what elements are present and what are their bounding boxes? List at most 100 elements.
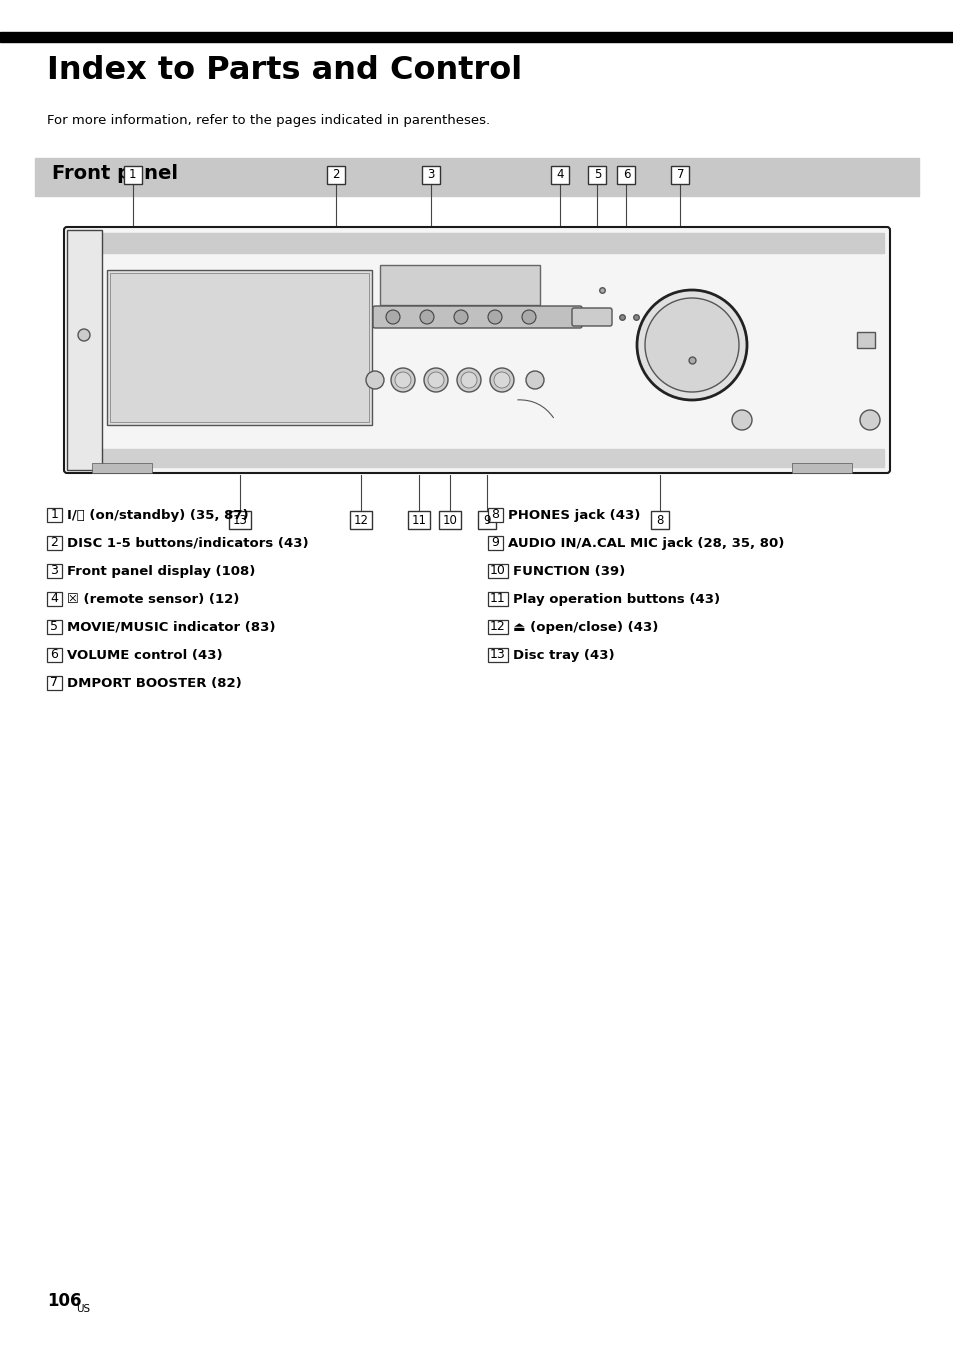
Bar <box>350 511 372 529</box>
Text: 12: 12 <box>490 621 505 634</box>
Circle shape <box>644 297 739 392</box>
Text: 7: 7 <box>51 676 58 690</box>
Text: 2: 2 <box>332 169 339 181</box>
Polygon shape <box>67 230 102 470</box>
Bar <box>408 511 430 529</box>
Text: 3: 3 <box>427 169 435 181</box>
Circle shape <box>859 410 879 430</box>
Circle shape <box>366 370 384 389</box>
Text: For more information, refer to the pages indicated in parentheses.: For more information, refer to the pages… <box>47 114 490 127</box>
Circle shape <box>460 372 476 388</box>
Bar <box>0 32 953 42</box>
Bar <box>91 462 152 473</box>
Text: FUNCTION (39): FUNCTION (39) <box>513 565 624 577</box>
Text: 10: 10 <box>490 565 505 577</box>
Bar <box>124 166 141 184</box>
Text: ☒ (remote sensor) (12): ☒ (remote sensor) (12) <box>67 592 239 606</box>
FancyBboxPatch shape <box>64 227 889 473</box>
Bar <box>110 273 369 422</box>
Bar <box>230 511 252 529</box>
Circle shape <box>525 370 543 389</box>
Circle shape <box>386 310 399 324</box>
Circle shape <box>521 310 536 324</box>
Bar <box>791 462 851 473</box>
Bar <box>47 508 62 522</box>
Bar <box>47 676 62 690</box>
Bar <box>488 508 502 522</box>
Circle shape <box>78 329 90 341</box>
Bar <box>488 535 502 550</box>
Text: 11: 11 <box>490 592 505 606</box>
Text: 3: 3 <box>51 565 58 577</box>
Bar <box>327 166 345 184</box>
Text: 9: 9 <box>483 514 490 526</box>
Circle shape <box>637 289 746 400</box>
Bar <box>488 648 507 662</box>
Text: 106: 106 <box>47 1293 81 1310</box>
Text: DISC 1-5 buttons/indicators (43): DISC 1-5 buttons/indicators (43) <box>67 537 309 549</box>
Circle shape <box>428 372 443 388</box>
Text: Front panel display (108): Front panel display (108) <box>67 565 255 577</box>
Text: 4: 4 <box>51 592 58 606</box>
Bar <box>379 265 539 306</box>
Text: Index to Parts and Control: Index to Parts and Control <box>47 55 521 87</box>
Text: 1: 1 <box>51 508 58 522</box>
Text: Front panel: Front panel <box>52 164 178 183</box>
Text: PHONES jack (43): PHONES jack (43) <box>507 508 639 522</box>
Circle shape <box>423 368 448 392</box>
Text: 13: 13 <box>490 649 505 661</box>
Bar <box>47 621 62 634</box>
Bar <box>650 511 668 529</box>
Text: 9: 9 <box>491 537 499 549</box>
Circle shape <box>454 310 468 324</box>
Circle shape <box>494 372 510 388</box>
Bar <box>47 564 62 579</box>
Text: AUDIO IN/A.CAL MIC jack (28, 35, 80): AUDIO IN/A.CAL MIC jack (28, 35, 80) <box>507 537 783 549</box>
Bar <box>107 270 372 425</box>
Text: DMPORT BOOSTER (82): DMPORT BOOSTER (82) <box>67 676 241 690</box>
Text: 11: 11 <box>411 514 426 526</box>
Circle shape <box>488 310 501 324</box>
Text: 4: 4 <box>556 169 563 181</box>
Text: 10: 10 <box>442 514 457 526</box>
Text: 13: 13 <box>233 514 248 526</box>
Text: 7: 7 <box>676 169 683 181</box>
Bar <box>488 564 507 579</box>
Bar <box>47 535 62 550</box>
Bar <box>70 233 883 253</box>
Bar <box>439 511 461 529</box>
Text: 8: 8 <box>656 514 662 526</box>
Circle shape <box>731 410 751 430</box>
Text: ⏏ (open/close) (43): ⏏ (open/close) (43) <box>513 621 658 634</box>
Circle shape <box>419 310 434 324</box>
Bar <box>422 166 440 184</box>
Bar <box>617 166 635 184</box>
Bar <box>35 158 918 196</box>
Bar <box>671 166 689 184</box>
Text: US: US <box>76 1303 90 1314</box>
Bar <box>488 592 507 606</box>
Bar <box>856 333 874 347</box>
Circle shape <box>391 368 415 392</box>
Bar <box>477 511 496 529</box>
Bar <box>70 449 883 466</box>
Text: 8: 8 <box>491 508 499 522</box>
Text: 5: 5 <box>593 169 600 181</box>
Text: 12: 12 <box>353 514 368 526</box>
Bar <box>488 621 507 634</box>
Text: MOVIE/MUSIC indicator (83): MOVIE/MUSIC indicator (83) <box>67 621 275 634</box>
Text: 6: 6 <box>622 169 630 181</box>
Bar <box>47 648 62 662</box>
Text: 1: 1 <box>129 169 136 181</box>
Bar <box>551 166 568 184</box>
Text: Play operation buttons (43): Play operation buttons (43) <box>513 592 720 606</box>
Circle shape <box>490 368 514 392</box>
Bar <box>47 592 62 606</box>
Text: 6: 6 <box>51 649 58 661</box>
FancyBboxPatch shape <box>373 306 581 329</box>
Text: I/⏻ (on/standby) (35, 87): I/⏻ (on/standby) (35, 87) <box>67 508 249 522</box>
Text: 2: 2 <box>51 537 58 549</box>
FancyBboxPatch shape <box>572 308 612 326</box>
Text: 5: 5 <box>51 621 58 634</box>
Bar <box>588 166 606 184</box>
